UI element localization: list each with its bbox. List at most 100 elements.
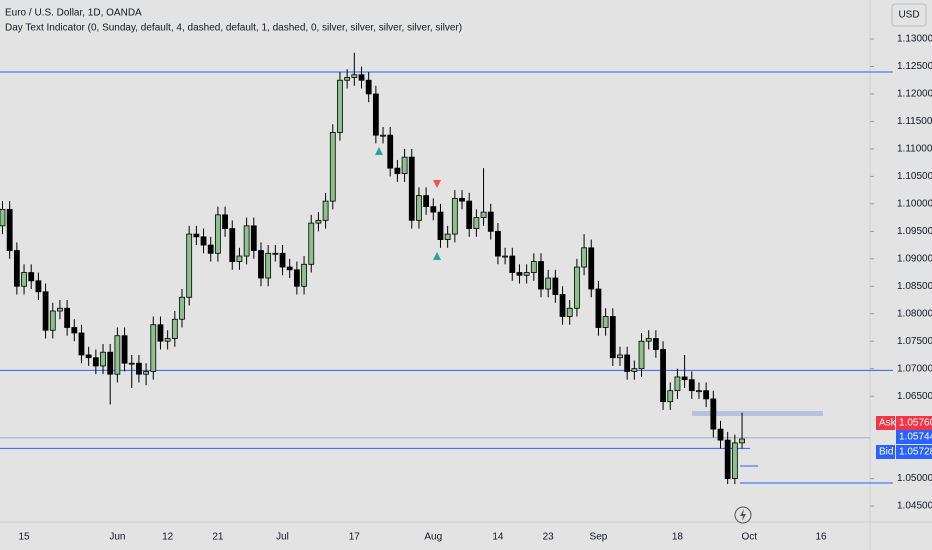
candle-body — [559, 294, 566, 317]
candle-body — [365, 79, 372, 95]
y-tick-label: 1.10500 — [897, 171, 932, 182]
candle-body — [703, 390, 710, 400]
candle-body — [301, 263, 307, 287]
bid-box — [896, 445, 932, 459]
candle-body — [49, 310, 56, 331]
candle-body — [157, 324, 164, 342]
candle-body — [13, 250, 20, 287]
candle-body — [394, 167, 401, 175]
x-tick-label: 23 — [543, 532, 555, 543]
candle-body — [416, 195, 422, 221]
candle-body — [437, 211, 444, 240]
candle-body — [430, 206, 437, 213]
bid-text: 1.05728 — [899, 447, 932, 458]
candle-body — [581, 247, 587, 268]
candle-body — [0, 208, 6, 227]
currency-button[interactable] — [891, 3, 927, 27]
candle-body — [193, 233, 200, 238]
candle-body — [71, 327, 78, 334]
candle-body — [337, 79, 343, 133]
candle-body — [28, 272, 35, 282]
candle-body — [164, 338, 171, 342]
candle-body — [143, 371, 150, 375]
candle-body — [308, 222, 315, 265]
last-text: 1.05744 — [899, 432, 932, 443]
candle-body — [545, 277, 552, 290]
candle-body — [293, 269, 300, 287]
candle-body — [286, 266, 293, 271]
candle-body — [739, 438, 745, 444]
candle-body — [681, 376, 688, 381]
candle-body — [473, 217, 480, 229]
candle-body — [315, 219, 322, 224]
candle-body — [530, 261, 537, 273]
x-tick-label: 21 — [212, 532, 224, 543]
range-box — [692, 411, 823, 416]
candle-body — [451, 197, 458, 235]
x-tick-label: 16 — [815, 532, 827, 543]
candle-body — [207, 244, 214, 254]
candle-body — [717, 428, 724, 441]
candle-body — [222, 214, 228, 229]
ask-tag — [876, 416, 895, 430]
candle-body — [136, 362, 142, 375]
x-tick-label: Aug — [424, 532, 442, 543]
candle-body — [35, 280, 42, 293]
candle-body — [602, 316, 609, 328]
candle-body — [459, 197, 465, 202]
ask-name: Ask — [879, 418, 897, 429]
candle-body — [265, 252, 272, 279]
y-tick-label: 1.08000 — [897, 308, 932, 319]
candle-body — [523, 272, 530, 276]
candle-body — [566, 307, 573, 317]
candle-body — [660, 349, 666, 403]
candle-body — [516, 272, 523, 276]
candle-body — [574, 266, 580, 309]
candle-body — [387, 134, 394, 169]
candle-body — [21, 272, 27, 287]
candle-body — [107, 351, 114, 375]
ask-box — [896, 416, 932, 430]
y-tick-label: 1.07000 — [897, 363, 932, 374]
bid-tag — [876, 445, 895, 459]
candle-body — [495, 230, 501, 257]
candle-body — [186, 233, 193, 298]
candle-body — [92, 357, 99, 367]
x-tick-label: Oct — [741, 532, 757, 543]
y-tick-label: 1.12500 — [897, 61, 932, 72]
candle-body — [538, 261, 544, 290]
x-tick-label: 17 — [349, 532, 361, 543]
candle-body — [688, 379, 695, 392]
y-tick-label: 1.13000 — [897, 34, 932, 45]
y-tick-label: 1.04500 — [897, 501, 932, 512]
candle-body — [423, 195, 430, 208]
y-tick-label: 1.07500 — [897, 336, 932, 347]
candle-body — [652, 338, 659, 350]
candle-body — [322, 200, 329, 221]
candle-body — [696, 390, 702, 393]
signal-down — [433, 180, 441, 188]
candle-body — [667, 390, 674, 403]
candle-body — [466, 200, 473, 229]
candle-body — [631, 368, 638, 372]
candle-body — [444, 233, 451, 240]
candle-body — [617, 354, 623, 359]
y-tick-label: 1.09000 — [897, 253, 932, 264]
candle-body — [236, 255, 243, 262]
candle-body — [487, 211, 494, 232]
candle-body — [121, 335, 128, 364]
y-tick-label: 1.10000 — [897, 198, 932, 209]
candle-body — [731, 442, 738, 479]
x-tick-label: 14 — [492, 532, 504, 543]
chart-title: Euro / U.S. Dollar, 1D, OANDA — [5, 8, 142, 19]
x-tick-label: Sep — [590, 532, 608, 543]
candle-body — [380, 134, 386, 137]
candle-body — [480, 211, 487, 218]
y-tick-label: 1.11500 — [897, 116, 932, 127]
candle-body — [401, 156, 408, 175]
y-tick-label: 1.06500 — [897, 391, 932, 402]
candle-body — [272, 252, 279, 255]
candle-body — [100, 351, 106, 367]
candle-body — [358, 74, 365, 81]
